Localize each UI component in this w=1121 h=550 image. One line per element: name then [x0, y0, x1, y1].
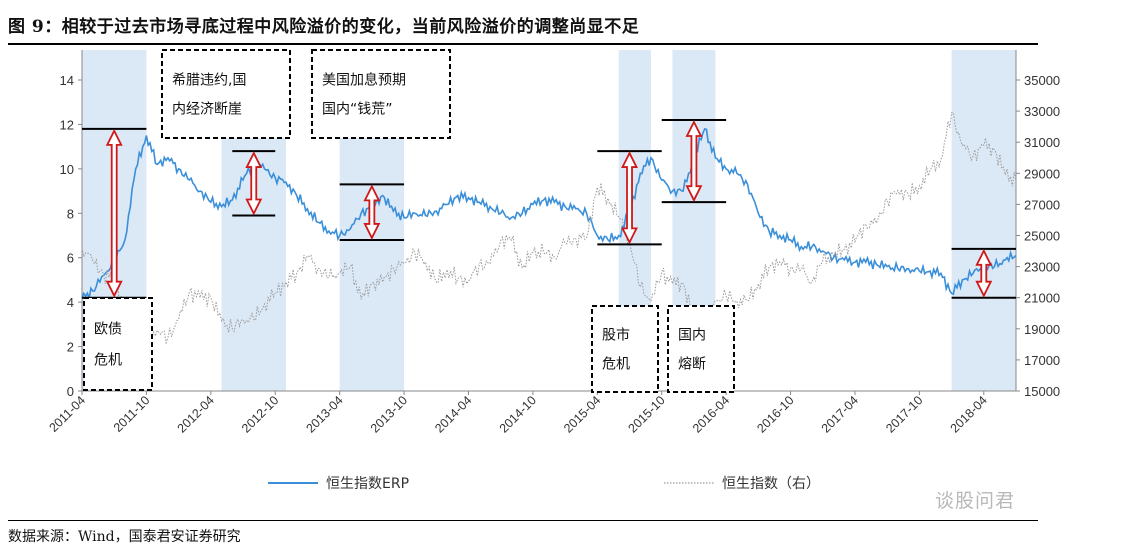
legend-hsi-label: 恒生指数（右） — [722, 476, 820, 492]
y-tick-label-right: 35000 — [1024, 73, 1060, 88]
y-tick-label-right: 17000 — [1024, 353, 1060, 368]
annotation-text: 股市 — [602, 327, 630, 344]
y-tick-label-right: 31000 — [1024, 135, 1060, 150]
x-tick-label: 2012-10 — [239, 393, 281, 435]
annotation-text: 希腊违约,国 — [172, 72, 246, 88]
y-tick-label-right: 15000 — [1024, 384, 1060, 399]
y-tick-label-left: 14 — [60, 73, 74, 88]
annotation-box — [311, 49, 451, 139]
x-tick-label: 2014-04 — [432, 393, 474, 435]
y-tick-label-right: 21000 — [1024, 291, 1060, 306]
x-tick-label: 2011-04 — [46, 393, 88, 435]
figure-title: 图 9：相较于过去市场寻底过程中风险溢价的变化，当前风险溢价的调整尚显不足 — [8, 17, 640, 37]
y-tick-label-left: 8 — [67, 206, 74, 221]
annotation-text: 欧债 — [94, 322, 122, 338]
x-tick-label: 2016-04 — [690, 393, 732, 435]
source-note: 数据来源：Wind，国泰君安证券研究 — [8, 529, 241, 545]
annotation-text: 内经济断崖 — [172, 102, 242, 118]
y-tick-label-left: 0 — [67, 384, 74, 399]
annotation-box — [83, 297, 153, 391]
y-tick-label-left: 6 — [67, 251, 74, 266]
annotation-text: 国内 — [678, 328, 706, 344]
y-tick-label-right: 33000 — [1024, 104, 1060, 119]
reference-levels — [82, 118, 1016, 299]
legend: 恒生指数ERP 恒生指数（右） — [268, 476, 820, 492]
range-arrow — [363, 184, 381, 240]
legend-erp-label: 恒生指数ERP — [326, 476, 409, 492]
annotation-text: 美国加息预期 — [322, 71, 406, 88]
annotation-box — [667, 305, 735, 393]
annotation-box — [591, 305, 659, 393]
x-tick-label: 2018-04 — [948, 393, 990, 435]
x-tick-label: 2015-10 — [626, 393, 668, 435]
x-tick-label: 2013-04 — [303, 393, 345, 435]
range-arrow — [975, 248, 993, 298]
hsi-line — [81, 112, 1017, 352]
y-tick-label-right: 29000 — [1024, 166, 1060, 181]
range-arrow — [621, 151, 638, 245]
bottom-rule — [8, 520, 1038, 521]
y-tick-label-left: 12 — [60, 117, 74, 132]
x-tick-label: 2014-10 — [497, 393, 539, 435]
annotation-box — [161, 49, 291, 139]
x-tick-label: 2012-04 — [175, 393, 217, 435]
watermark: 谈股问君 — [935, 490, 1016, 512]
range-arrow — [245, 151, 263, 216]
range-arrow — [685, 119, 703, 203]
title-rule — [8, 43, 1038, 45]
annotation-text: 国内“钱荒” — [322, 102, 393, 118]
y-tick-label-right: 27000 — [1024, 197, 1060, 212]
x-tick-label: 2017-10 — [883, 393, 925, 435]
y-tick-label-left: 4 — [67, 295, 74, 310]
y-tick-label-left: 2 — [67, 340, 74, 355]
erp-line — [81, 127, 1017, 299]
x-tick-label: 2016-10 — [754, 393, 796, 435]
y-tick-label-right: 23000 — [1024, 260, 1060, 275]
y-tick-label-right: 25000 — [1024, 229, 1060, 244]
y-tick-label-right: 19000 — [1024, 322, 1060, 337]
y-tick-label-left: 10 — [60, 162, 74, 177]
annotation-text: 危机 — [94, 352, 122, 368]
annotation-text: 危机 — [602, 356, 630, 372]
x-tick-label: 2011-10 — [111, 393, 153, 435]
shaded-period — [951, 50, 1016, 391]
x-tick-label: 2017-04 — [819, 393, 861, 435]
annotation-text: 熔断 — [678, 356, 706, 372]
x-tick-label: 2015-04 — [561, 393, 603, 435]
x-tick-label: 2013-10 — [368, 393, 410, 435]
range-arrow — [105, 128, 123, 298]
series-lines — [81, 112, 1017, 352]
